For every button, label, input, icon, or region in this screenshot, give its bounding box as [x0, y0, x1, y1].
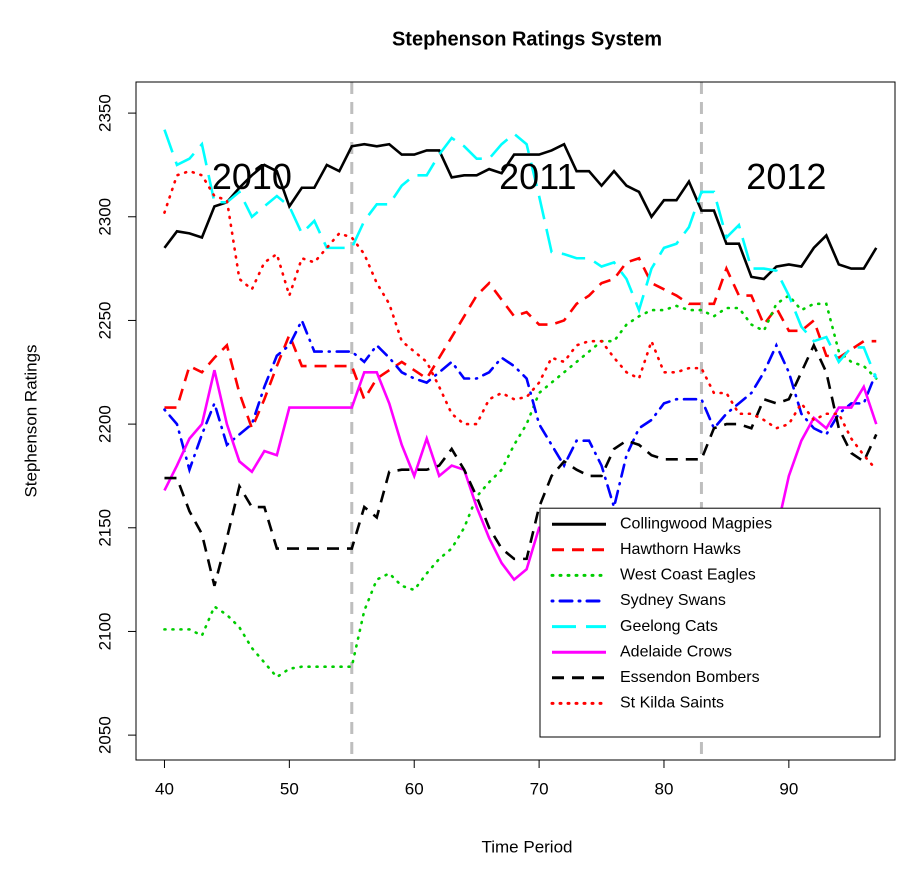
x-tick-label: 70 — [530, 779, 549, 798]
series-line — [163, 317, 878, 513]
series-line — [163, 142, 878, 281]
x-tick-label: 40 — [155, 779, 174, 798]
series-line — [163, 129, 878, 379]
legend-label: Collingwood Magpies — [620, 515, 772, 532]
year-annotation: 2011 — [499, 156, 576, 197]
series-line — [163, 293, 878, 679]
y-tick-label: 2100 — [95, 613, 114, 651]
year-annotation: 2010 — [212, 156, 292, 197]
legend: Collingwood Magpies Hawthorn Hawks West Co… — [539, 507, 881, 738]
legend-box — [539, 507, 881, 738]
x-axis-label: Time Period — [481, 837, 572, 856]
legend-label: Essendon Bombers — [620, 669, 760, 686]
plot-box — [135, 81, 896, 761]
y-tick-label: 2150 — [95, 509, 114, 547]
x-tick-label: 80 — [655, 779, 674, 798]
x-tick-label: 50 — [280, 779, 299, 798]
y-axis-label: Stephenson Ratings — [21, 344, 40, 497]
legend-label: St Kilda Saints — [620, 695, 724, 712]
y-tick-label: 2050 — [95, 716, 114, 754]
y-tick-label: 2350 — [95, 94, 114, 132]
year-annotation: 2012 — [746, 156, 826, 197]
chart-title: Stephenson Ratings System — [392, 28, 662, 50]
series-line — [164, 342, 878, 587]
y-tick-label: 2250 — [95, 302, 114, 340]
legend-label: Geelong Cats — [620, 618, 718, 635]
y-tick-label: 2300 — [95, 198, 114, 236]
legend-label: Sydney Swans — [620, 592, 726, 609]
y-tick-label: 2200 — [95, 405, 114, 443]
x-tick-label: 90 — [779, 779, 798, 798]
series-line — [163, 169, 878, 472]
legend-label: Hawthorn Hawks — [620, 541, 741, 558]
legend-label: Adelaide Crows — [620, 643, 732, 660]
series-line — [164, 256, 877, 432]
x-tick-label: 60 — [405, 779, 424, 798]
legend-label: West Coast Eagles — [620, 567, 756, 584]
